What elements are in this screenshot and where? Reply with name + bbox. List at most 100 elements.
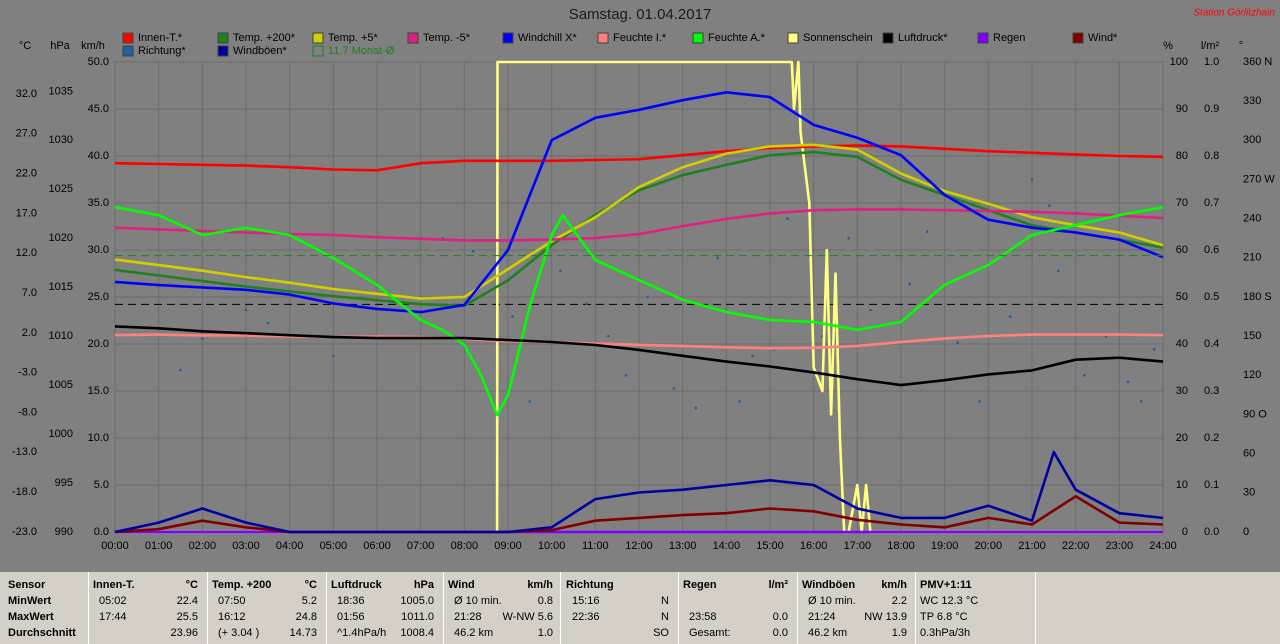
direction-dot: [1152, 347, 1156, 351]
direction-dot: [672, 387, 676, 390]
cell-right: 1011.0: [401, 611, 434, 623]
axis-unit: km/h: [81, 40, 105, 52]
legend-swatch: [122, 45, 134, 57]
x-tick-label: 15:00: [756, 540, 784, 552]
column-title: Richtung: [566, 579, 614, 591]
x-tick-label: 18:00: [887, 540, 915, 552]
x-tick-label: 00:00: [101, 540, 129, 552]
cell-right: SO: [653, 627, 669, 639]
direction-dot: [908, 282, 912, 286]
y-tick-label: 0.7: [1204, 197, 1219, 209]
y-tick-label: 990: [55, 526, 73, 538]
y-tick-label: 1030: [49, 134, 73, 146]
y-tick-label: 80: [1176, 150, 1188, 162]
y-tick-label: -23.0: [12, 526, 37, 538]
x-tick-label: 08:00: [451, 540, 479, 552]
y-tick-label: 0.0: [1204, 526, 1219, 538]
y-tick-label: 22.0: [16, 167, 37, 179]
legend-label: Feuchte A.*: [708, 32, 766, 44]
y-tick-label: 7.0: [22, 287, 37, 299]
x-tick-label: 09:00: [494, 540, 522, 552]
direction-dot: [1083, 374, 1086, 377]
column-title: Regen: [683, 579, 717, 591]
y-tick-label: 17.0: [16, 207, 37, 219]
cell-left: 05:02: [99, 595, 127, 607]
y-tick-label: 0: [1182, 526, 1188, 538]
cell-left: TP 6.8 °C: [920, 611, 968, 623]
direction-dot: [511, 315, 514, 318]
y-tick-label: 10: [1176, 479, 1188, 491]
y-tick-label: 1035: [49, 85, 73, 97]
legend-swatch: [597, 32, 609, 44]
y-tick-label: 0.8: [1204, 150, 1219, 162]
direction-dot: [751, 354, 754, 358]
cell-left: 0.3hPa/3h: [920, 627, 971, 639]
cell-right: N: [661, 595, 669, 607]
direction-dot: [1126, 380, 1130, 384]
cell-left: 23:58: [689, 611, 717, 623]
y-tick-label: 0.4: [1204, 338, 1219, 350]
cell-left: (+ 3.04 ): [218, 627, 260, 639]
y-tick-label: 0.0: [94, 526, 109, 538]
series-line: [114, 91, 1164, 314]
y-tick-label: 0.2: [1204, 432, 1219, 444]
y-tick-label: -8.0: [18, 406, 37, 418]
row-label: Durchschnitt: [8, 627, 76, 639]
legend-label: Temp. +5*: [328, 32, 379, 44]
column-title: Sensor: [8, 579, 46, 591]
y-tick-label: 210: [1243, 252, 1261, 264]
legend-swatch: [882, 32, 894, 44]
y-tick-label: 35.0: [88, 197, 109, 209]
cell-left: 07:50: [218, 595, 246, 607]
direction-dot: [694, 406, 698, 410]
direction-dot: [1008, 315, 1012, 318]
direction-dot: [1139, 400, 1143, 403]
y-tick-label: 20: [1176, 432, 1188, 444]
direction-dot: [607, 334, 610, 338]
direction-dot: [646, 295, 650, 299]
y-tick-label: 120: [1243, 369, 1261, 381]
x-tick-label: 19:00: [931, 540, 959, 552]
x-tick-label: 11:00: [582, 540, 609, 552]
column-title: Wind: [448, 579, 475, 591]
cell-left: Gesamt:: [689, 627, 731, 639]
legend-label: Temp. -5*: [423, 32, 471, 44]
direction-dot: [559, 269, 562, 273]
x-tick-label: 03:00: [232, 540, 260, 552]
y-tick-label: 0.6: [1204, 244, 1219, 256]
column-title: Luftdruck: [331, 579, 382, 591]
column-separator: [797, 572, 798, 644]
x-tick-label: 13:00: [669, 540, 697, 552]
y-tick-label: 30: [1176, 385, 1188, 397]
direction-dot: [716, 256, 719, 260]
y-tick-label: 240: [1243, 213, 1261, 225]
direction-dot: [266, 321, 270, 325]
cell-right: 0.0: [772, 627, 788, 639]
y-tick-label: 40: [1176, 338, 1188, 350]
y-tick-label: 180 S: [1243, 291, 1272, 303]
row-label: MinWert: [8, 595, 52, 607]
x-tick-label: 06:00: [363, 540, 391, 552]
legend-swatch: [1072, 32, 1084, 44]
x-tick-label: 17:00: [844, 540, 872, 552]
cell-right: N: [661, 611, 669, 623]
column-title: Temp. +200: [212, 579, 272, 591]
column-separator: [560, 572, 561, 644]
legend-label: Temp. +200*: [233, 32, 296, 44]
cell-right: 2.2: [891, 595, 907, 607]
cell-right: 23.96: [170, 627, 198, 639]
cell-right: 1008.4: [400, 627, 434, 639]
x-tick-label: 04:00: [276, 540, 304, 552]
legend-label: Richtung*: [138, 45, 186, 57]
cell-right: 0.0: [772, 611, 788, 623]
legend-swatch: [312, 45, 324, 57]
direction-dot: [847, 236, 850, 240]
y-tick-label: 0: [1243, 526, 1249, 538]
x-tick-label: 23:00: [1106, 540, 1134, 552]
x-tick-label: 05:00: [320, 540, 348, 552]
x-tick-label: 21:00: [1018, 540, 1046, 552]
station-name: Station Görlitzhain: [1193, 8, 1275, 19]
legend-swatch: [977, 32, 989, 44]
cell-right: 0.8: [537, 595, 553, 607]
